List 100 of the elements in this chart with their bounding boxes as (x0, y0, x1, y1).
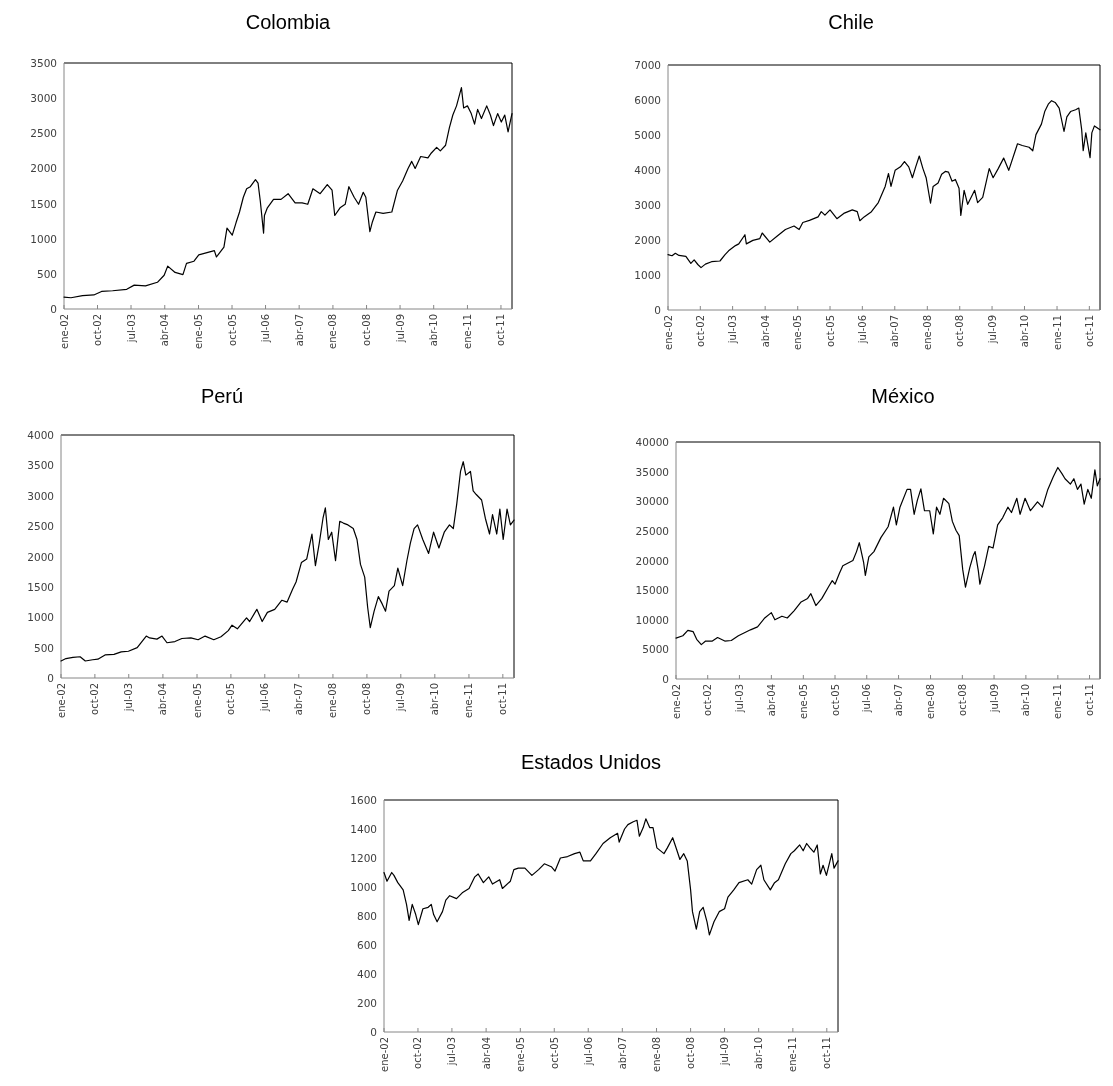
x-tick-label: ene-02 (670, 684, 682, 719)
x-tick-label: abr-04 (157, 683, 169, 716)
chart-title: Perú (200, 385, 244, 407)
x-tick-label: oct-11 (821, 1037, 833, 1069)
y-tick-label: 35000 (635, 465, 669, 478)
x-tick-label: oct-05 (548, 1037, 560, 1069)
x-tick-label: ene-08 (651, 1037, 663, 1072)
y-tick-label: 1400 (350, 823, 377, 835)
y-tick-label: 500 (36, 267, 57, 280)
x-tick-label: jul-03 (123, 683, 135, 713)
x-tick-label: abr-07 (893, 684, 905, 717)
x-tick-label: oct-11 (1083, 315, 1095, 347)
x-tick-label: jul-03 (727, 315, 739, 345)
y-tick-label: 6000 (634, 94, 661, 106)
y-tick-label: 1000 (634, 269, 661, 281)
y-tick-label: 1000 (27, 611, 54, 624)
x-tick-label: oct-08 (954, 315, 966, 347)
y-tick-label: 3500 (27, 459, 54, 472)
y-tick-label: 20000 (635, 554, 669, 567)
x-tick-label: oct-08 (361, 683, 373, 715)
y-tick-label: 1000 (30, 232, 57, 245)
x-tick-label: ene-08 (921, 315, 933, 350)
y-tick-label: 25000 (635, 524, 669, 537)
x-tick-label: ene-08 (925, 684, 937, 719)
x-tick-label: abr-04 (480, 1037, 492, 1070)
y-tick-label: 500 (33, 641, 54, 654)
y-tick-label: 7000 (634, 59, 661, 71)
x-tick-label: ene-08 (327, 683, 339, 718)
x-tick-label: abr-07 (293, 314, 305, 347)
y-tick-label: 400 (356, 968, 377, 980)
y-tick-label: 5000 (642, 643, 669, 656)
x-tick-label: ene-02 (378, 1037, 390, 1072)
x-tick-label: jul-09 (986, 315, 998, 345)
y-tick-label: 600 (356, 939, 377, 951)
y-tick-label: 40000 (635, 436, 669, 448)
x-tick-label: ene-11 (463, 683, 475, 718)
x-tick-label: oct-11 (497, 683, 509, 715)
y-tick-label: 2500 (30, 127, 57, 140)
x-tick-label: jul-06 (582, 1037, 594, 1067)
x-tick-label: abr-10 (1018, 315, 1030, 348)
x-tick-label: ene-05 (514, 1037, 526, 1072)
x-tick-label: ene-05 (792, 315, 804, 350)
x-tick-label: oct-02 (694, 315, 706, 347)
x-tick-label: jul-03 (733, 684, 745, 714)
x-tick-label: oct-11 (1084, 684, 1096, 716)
x-tick-label: ene-05 (193, 314, 205, 349)
y-tick-label: 3000 (634, 199, 661, 211)
x-tick-label: ene-11 (1051, 315, 1063, 350)
y-tick-label: 1600 (350, 794, 377, 806)
x-tick-label: abr-07 (889, 315, 901, 348)
x-tick-label: ene-08 (327, 314, 339, 349)
x-tick-label: oct-05 (226, 314, 238, 346)
x-tick-label: ene-11 (461, 314, 473, 349)
x-tick-label: abr-10 (428, 314, 440, 347)
y-tick-label: 0 (654, 304, 661, 316)
x-tick-label: ene-05 (191, 683, 203, 718)
x-tick-label: oct-05 (824, 315, 836, 347)
y-tick-label: 3000 (27, 489, 54, 502)
x-tick-label: jul-06 (861, 684, 873, 714)
x-tick-label: ene-05 (797, 684, 809, 719)
x-tick-label: jul-03 (446, 1037, 458, 1067)
y-tick-label: 1000 (350, 881, 377, 893)
y-tick-label: 1500 (30, 197, 57, 210)
y-tick-label: 200 (356, 997, 377, 1009)
x-tick-label: ene-11 (787, 1037, 799, 1072)
x-tick-label: oct-02 (89, 683, 101, 715)
x-tick-label: oct-08 (361, 314, 373, 346)
x-tick-label: oct-11 (495, 314, 507, 346)
chart-title: Colombia (245, 11, 332, 33)
y-tick-label: 2000 (30, 162, 57, 175)
x-tick-label: ene-02 (55, 683, 67, 718)
chart-title: Estados Unidos (520, 751, 662, 773)
x-tick-label: oct-08 (685, 1037, 697, 1069)
x-tick-label: oct-05 (829, 684, 841, 716)
x-tick-label: ene-02 (662, 315, 674, 350)
x-tick-label: abr-07 (293, 683, 305, 716)
x-tick-label: abr-04 (765, 684, 777, 717)
chart-title: Chile (828, 11, 874, 33)
y-tick-label: 0 (662, 673, 669, 685)
x-tick-label: abr-04 (759, 315, 771, 348)
y-tick-label: 0 (370, 1026, 377, 1038)
x-tick-label: jul-06 (260, 314, 272, 344)
y-tick-label: 10000 (635, 613, 669, 626)
y-tick-label: 15000 (635, 584, 669, 597)
y-tick-label: 3500 (30, 57, 57, 69)
x-tick-label: jul-06 (856, 315, 868, 345)
y-tick-label: 2000 (634, 234, 661, 246)
x-tick-label: abr-10 (429, 683, 441, 716)
y-tick-label: 2500 (27, 520, 54, 533)
y-tick-label: 4000 (634, 164, 661, 176)
x-tick-label: jul-09 (719, 1037, 731, 1067)
y-tick-label: 5000 (634, 129, 661, 141)
chart-title: México (871, 385, 935, 407)
x-tick-label: ene-11 (1052, 684, 1064, 719)
x-tick-label: oct-02 (92, 314, 104, 346)
x-tick-label: oct-05 (225, 683, 237, 715)
x-tick-label: jul-09 (395, 683, 407, 713)
x-tick-label: jul-06 (259, 683, 271, 713)
y-tick-label: 0 (50, 303, 57, 315)
x-tick-label: jul-09 (988, 684, 1000, 714)
